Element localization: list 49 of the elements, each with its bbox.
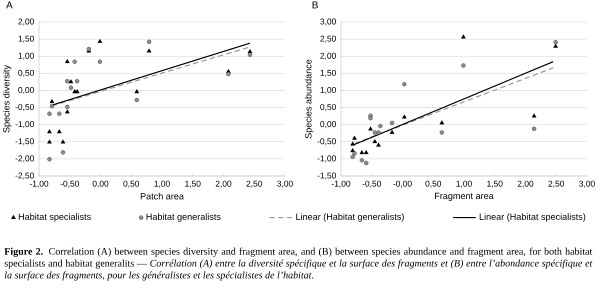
x-tick-label: -0,50 <box>362 180 381 188</box>
y-axis-title: Species abundance <box>304 60 314 138</box>
x-axis-title: Fragment area <box>435 192 494 201</box>
y-tick-label: 0,00 <box>320 121 336 128</box>
x-tick-label: 3,00 <box>579 180 595 188</box>
chart-title: B <box>312 2 318 8</box>
y-tick-label: 3,00 <box>320 18 336 26</box>
x-tick-label: 2,00 <box>518 180 534 188</box>
y-tick-label: 2,00 <box>320 52 336 60</box>
x-tick-label: 0,50 <box>123 180 140 188</box>
x-tick-label: 1,50 <box>185 180 201 188</box>
legend-label: Linear (Habitat generalists) <box>296 213 404 222</box>
x-tick-label: 1,50 <box>487 180 503 188</box>
y-tick-label: 2,00 <box>18 18 34 26</box>
y-tick-label: 1,50 <box>320 70 336 77</box>
chart-title: A <box>6 2 13 8</box>
x-axis-title: Patch area <box>140 192 184 200</box>
y-tick-label: -0,50 <box>318 138 336 146</box>
y-tick-label: 0,50 <box>18 70 34 77</box>
y-tick-label: 1,00 <box>320 86 336 94</box>
y-tick-label: 1,00 <box>18 52 34 60</box>
x-tick-label: -0,00 <box>393 180 412 188</box>
y-axis-title: Species diversity <box>2 65 12 133</box>
y-tick-label: -1,50 <box>16 138 34 146</box>
x-tick-label: 3,00 <box>277 180 293 188</box>
x-tick-label: -1,00 <box>30 180 48 188</box>
legend-label: Linear (Habitat specialists) <box>480 213 586 222</box>
x-tick-label: -1,00 <box>332 180 350 188</box>
y-tick-label: 2,50 <box>320 36 336 43</box>
y-tick-label: -1,00 <box>16 121 34 128</box>
y-tick-label: 0,50 <box>320 104 336 112</box>
x-tick-label: 1,00 <box>154 180 170 188</box>
y-tick-label: -2,50 <box>16 172 34 180</box>
x-tick-label: 2,50 <box>246 180 262 188</box>
x-tick-label: 0,50 <box>425 180 442 188</box>
y-tick-label: 0,00 <box>18 86 34 94</box>
x-tick-label: 2,00 <box>216 180 232 188</box>
y-tick-label: -1,50 <box>318 172 336 180</box>
text: Figure 2. Correlation (A) between species diversity and fragment area, and (B) between species abundance and fragment area, for both habitat specialists and habitat generalits — Corrélation (A) entre la diversité spécifique et la surface des fragments et (B) entre l’abondance spécifique et la surface des fragments, pour les généralistes et les spécialistes de l’habitat. <box>4 248 592 280</box>
y-tick-label: -1,00 <box>318 155 336 162</box>
y-tick-label: -0,50 <box>16 104 34 112</box>
x-tick-label: 2,50 <box>548 180 564 188</box>
y-tick-label: -2,00 <box>16 155 34 162</box>
y-tick-label: 1,50 <box>18 36 34 43</box>
x-tick-label: -0,50 <box>60 180 80 188</box>
x-tick-label: 0,00 <box>92 180 108 188</box>
x-tick-label: 1,00 <box>456 180 472 188</box>
legend-label: Habitat generalists <box>146 213 221 222</box>
legend-label: Habitat specialists <box>18 213 91 222</box>
